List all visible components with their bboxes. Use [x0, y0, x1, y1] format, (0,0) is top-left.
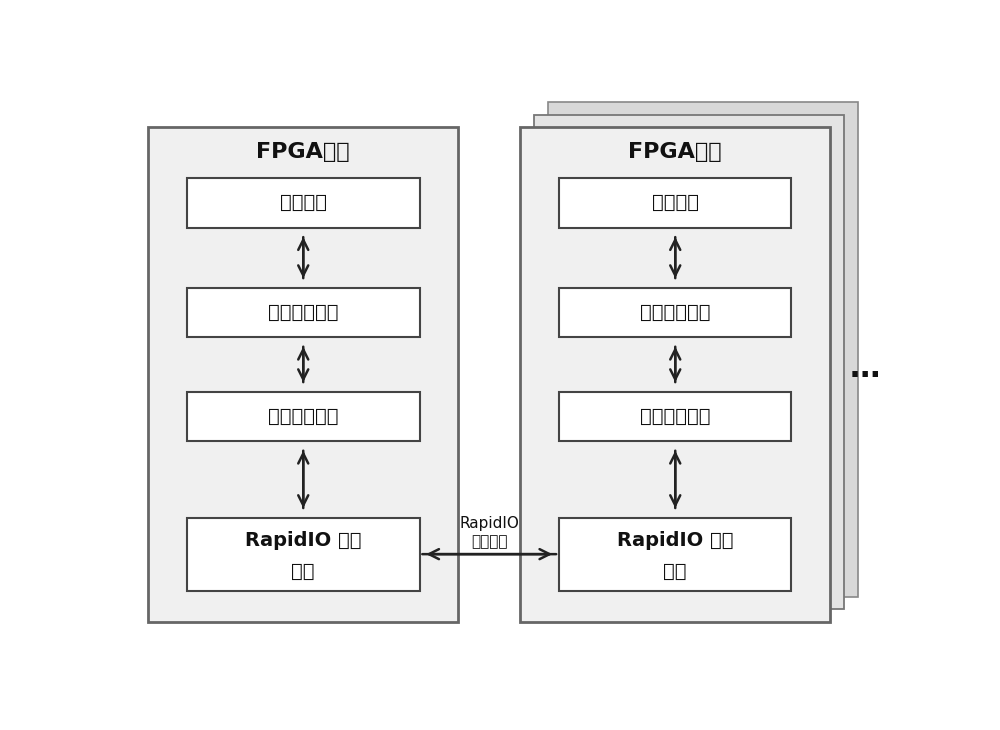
Text: RapidIO: RapidIO — [459, 515, 519, 531]
FancyBboxPatch shape — [520, 127, 830, 622]
FancyBboxPatch shape — [187, 288, 420, 337]
Text: 通信链路: 通信链路 — [471, 534, 508, 549]
Text: 主题管理模块: 主题管理模块 — [268, 303, 338, 322]
FancyBboxPatch shape — [148, 127, 458, 622]
Text: RapidIO 通信: RapidIO 通信 — [245, 531, 362, 550]
Text: FPGA系统: FPGA系统 — [642, 130, 736, 150]
Text: 主题管理模块: 主题管理模块 — [640, 303, 710, 322]
FancyBboxPatch shape — [559, 288, 791, 337]
FancyBboxPatch shape — [548, 102, 858, 597]
Text: RapidIO 通信: RapidIO 通信 — [617, 531, 734, 550]
Text: FPGA系统: FPGA系统 — [628, 142, 722, 162]
FancyBboxPatch shape — [559, 392, 791, 441]
Text: 模块: 模块 — [292, 561, 315, 580]
Text: 网络操作模块: 网络操作模块 — [268, 407, 338, 426]
Text: 模块: 模块 — [664, 561, 687, 580]
FancyBboxPatch shape — [559, 518, 791, 591]
FancyBboxPatch shape — [187, 392, 420, 441]
Text: FPGA系统: FPGA系统 — [256, 142, 350, 162]
FancyBboxPatch shape — [559, 178, 791, 228]
Text: 网络操作模块: 网络操作模块 — [640, 407, 710, 426]
FancyBboxPatch shape — [187, 518, 420, 591]
Text: …: … — [850, 354, 880, 383]
FancyBboxPatch shape — [187, 178, 420, 228]
Text: FPGA系统: FPGA系统 — [656, 118, 750, 137]
Text: 应用组件: 应用组件 — [280, 193, 327, 212]
FancyBboxPatch shape — [534, 115, 844, 610]
Text: 应用组件: 应用组件 — [652, 193, 699, 212]
